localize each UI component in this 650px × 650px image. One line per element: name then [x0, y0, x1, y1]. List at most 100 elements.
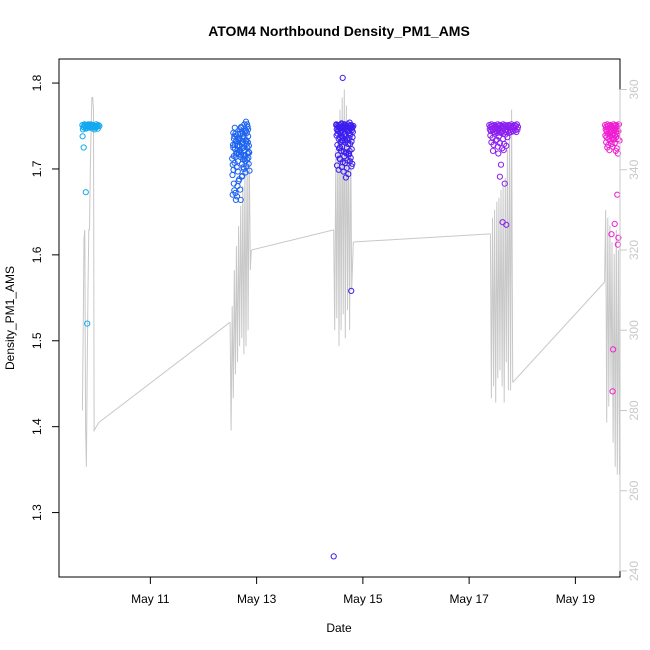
- data-point: [614, 150, 622, 157]
- data-point: [608, 231, 615, 238]
- secondary-line-segment: [353, 233, 491, 243]
- data-point: [501, 180, 508, 187]
- data-point: [336, 144, 344, 151]
- data-point: [504, 134, 511, 141]
- data-point: [241, 155, 248, 162]
- secondary-line-layer: [81, 89, 620, 475]
- data-point: [337, 156, 344, 163]
- data-point: [243, 129, 250, 136]
- data-point: [610, 135, 617, 142]
- data-point: [339, 74, 346, 82]
- x-tick-label: May 17: [449, 592, 489, 606]
- data-point: [614, 241, 622, 248]
- data-point: [237, 186, 244, 193]
- data-point: [244, 139, 251, 146]
- secondary-line-segment: [333, 89, 354, 347]
- data-point: [606, 147, 613, 154]
- secondary-y-tick-label: 240: [627, 561, 641, 581]
- data-point: [611, 140, 618, 147]
- data-point: [500, 147, 507, 154]
- y-tick-label: 1.4: [30, 418, 44, 435]
- secondary-y-tick-label: 360: [627, 79, 641, 99]
- data-point: [234, 168, 241, 175]
- x-tick-label: May 13: [237, 592, 277, 606]
- data-point: [346, 119, 353, 126]
- data-point: [234, 183, 241, 190]
- secondary-y-tick-label: 300: [627, 320, 641, 340]
- data-point: [82, 189, 89, 196]
- secondary-line-segment: [489, 109, 514, 403]
- secondary-line-segment: [512, 281, 605, 383]
- y-tick-label: 1.6: [30, 246, 44, 263]
- data-point: [340, 168, 347, 175]
- data-point: [615, 135, 622, 142]
- data-point: [245, 154, 252, 161]
- data-point: [239, 133, 246, 140]
- data-point: [346, 151, 353, 158]
- data-point: [608, 140, 615, 148]
- secondary-line-segment: [604, 209, 620, 475]
- data-point: [614, 191, 621, 198]
- y-tick-label: 1.5: [30, 332, 44, 349]
- data-point: [229, 171, 236, 179]
- secondary-y-axis: 240 260 280 300 320 340 360: [619, 79, 641, 581]
- data-point: [348, 163, 355, 170]
- secondary-line-segment: [251, 229, 334, 251]
- y-tick-label: 1.7: [30, 160, 44, 177]
- data-point: [245, 148, 252, 155]
- secondary-y-tick-label: 320: [627, 240, 641, 260]
- data-point: [346, 147, 353, 154]
- data-point: [496, 140, 503, 147]
- x-tick-label: May 11: [131, 592, 170, 606]
- x-axis-label: Date: [326, 621, 352, 635]
- data-point: [246, 167, 253, 174]
- data-point: [497, 161, 505, 168]
- data-point: [610, 346, 617, 353]
- secondary-y-tick-label: 280: [627, 400, 641, 420]
- data-point: [242, 169, 249, 176]
- data-point: [514, 126, 521, 133]
- secondary-line-segment: [81, 97, 100, 467]
- data-point: [240, 144, 247, 151]
- data-point: [495, 150, 502, 157]
- data-point: [607, 137, 614, 144]
- chart-title: ATOM4 Northbound Density_PM1_AMS: [208, 23, 470, 39]
- data-point: [330, 553, 337, 560]
- data-point: [238, 173, 245, 180]
- data-point: [503, 142, 510, 149]
- data-point: [349, 124, 356, 131]
- y-tick-label: 1.3: [30, 504, 44, 521]
- secondary-line-segment: [98, 321, 231, 423]
- data-point: [349, 134, 356, 141]
- data-point: [230, 180, 237, 187]
- data-point: [235, 136, 242, 143]
- y-tick-label: 1.8: [30, 74, 44, 91]
- data-point: [338, 120, 345, 127]
- x-axis: May 11 May 13 May 15 May 17 May 19: [131, 576, 595, 606]
- data-point: [609, 388, 616, 395]
- data-point: [503, 221, 510, 228]
- data-point: [243, 137, 250, 144]
- data-point: [235, 177, 242, 185]
- data-point: [79, 133, 86, 140]
- data-point: [340, 137, 347, 144]
- data-point: [245, 126, 252, 133]
- points-layer: [79, 74, 623, 560]
- data-point: [611, 220, 618, 227]
- data-point: [80, 144, 87, 151]
- data-point: [232, 189, 239, 197]
- data-point: [239, 130, 246, 137]
- data-point: [245, 142, 252, 149]
- data-point: [236, 147, 243, 154]
- y-axis: 1.3 1.4 1.5 1.6 1.7 1.8: [30, 74, 60, 521]
- data-point: [241, 153, 248, 160]
- data-point: [84, 320, 91, 327]
- data-point: [244, 123, 251, 131]
- data-point: [496, 173, 503, 180]
- data-point: [240, 164, 247, 171]
- data-point: [94, 125, 101, 132]
- secondary-y-tick-label: 260: [627, 480, 641, 500]
- data-point: [233, 193, 241, 200]
- data-point: [336, 155, 343, 162]
